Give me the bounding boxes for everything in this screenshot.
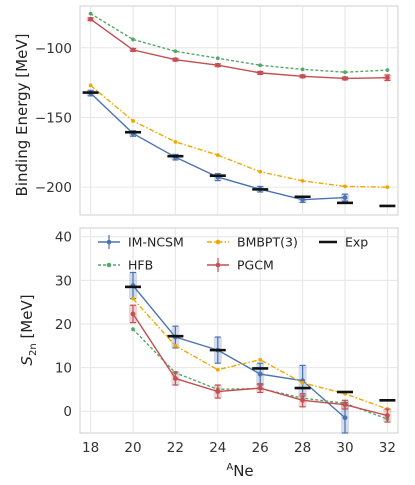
bottom-x-axis-label: ANe (226, 462, 253, 480)
pgcm-point (257, 70, 263, 76)
legend-hfb-label: HFB (128, 258, 153, 273)
top-y-ticks: −100 −150 −200 (35, 41, 72, 196)
bottom-y-axis-label: S2n [MeV] (18, 294, 39, 365)
legend-pgcm-marker (215, 262, 221, 268)
im-ncsm-point (342, 195, 348, 200)
top-series (82, 11, 396, 208)
pgcm-point (385, 75, 390, 81)
legend: IM-NCSM BMBPT(3) Exp HFB PGCM (98, 235, 368, 273)
hfb-point (215, 56, 220, 61)
bottom-x-tick-label: 28 (294, 440, 311, 456)
bmbpt-3-point (343, 184, 347, 189)
top-y-tick-label: −150 (35, 110, 72, 126)
hfb-point (258, 63, 263, 68)
binding-energy-panel: −100 −150 −200 Binding Energy [MeV] (13, 5, 399, 216)
bottom-y-tick-label: 40 (55, 230, 72, 246)
s2n-panel: 0 10 20 30 40 18 20 22 24 26 28 30 32 S2n [MeV] ANe… (18, 227, 399, 480)
bottom-y-tick-label: 0 (63, 404, 72, 420)
bottom-x-tick-label: 32 (379, 440, 396, 456)
bottom-x-tick-label: 24 (209, 440, 226, 456)
legend-hfb-marker (106, 262, 112, 268)
im-ncsm-point (342, 415, 348, 421)
bmbpt-3-point (131, 119, 135, 123)
bottom-y-tick-label: 10 (55, 361, 72, 377)
pgcm-point (257, 385, 263, 391)
pgcm-point (342, 402, 348, 408)
pgcm-point (88, 16, 93, 22)
bottom-x-ticks: 18 20 22 24 26 28 30 32 (82, 440, 396, 456)
bmbpt-3-point (258, 357, 263, 362)
hfb-point (131, 37, 135, 42)
legend-im-ncsm-marker (106, 239, 112, 245)
bottom-x-tick-label: 20 (124, 440, 141, 456)
legend-pgcm-label: PGCM (237, 258, 274, 273)
bmbpt-3-point (258, 169, 263, 174)
legend-im-ncsm-label: IM-NCSM (128, 235, 184, 250)
legend-exp-label: Exp (345, 235, 368, 250)
bmbpt-3-point (131, 296, 135, 301)
bmbpt-3-point (173, 139, 178, 144)
bottom-x-tick-label: 26 (252, 440, 269, 456)
hfb-point (88, 11, 93, 16)
pgcm-point (130, 311, 136, 317)
im-ncsm-point (300, 197, 305, 203)
bottom-y-tick-label: 20 (55, 317, 72, 333)
pgcm-point (130, 47, 136, 53)
hfb-point (131, 327, 135, 332)
bmbpt-3-point (300, 178, 305, 183)
pgcm-point (385, 413, 390, 418)
pgcm-point (215, 389, 221, 394)
hfb-point (385, 68, 390, 72)
hfb-point (173, 49, 178, 54)
hfb-point (343, 70, 347, 75)
bottom-x-tick-label: 22 (167, 440, 184, 456)
top-y-tick-label: −200 (35, 180, 72, 196)
top-y-axis-label: Binding Energy [MeV] (13, 34, 31, 197)
bmbpt-3-point (385, 185, 390, 190)
bmbpt-3-line (90, 84, 388, 188)
pgcm-point (300, 73, 305, 79)
bmbpt-3-point (215, 367, 220, 372)
bottom-x-tick-label: 18 (82, 440, 99, 456)
bottom-y-ticks: 0 10 20 30 40 (55, 230, 72, 420)
pgcm-point (173, 57, 178, 63)
pgcm-point (342, 76, 348, 81)
pgcm-line (90, 18, 388, 80)
im-ncsm-point (257, 371, 263, 377)
bmbpt-3-point (88, 83, 93, 88)
hfb-point (300, 67, 305, 72)
pgcm-point (173, 376, 178, 381)
bmbpt-3-point (173, 343, 178, 348)
pgcm-point (215, 62, 221, 68)
legend-bmbpt-3-marker (215, 239, 221, 245)
bmbpt-3-point (215, 153, 220, 157)
bottom-series (125, 271, 396, 434)
legend-bmbpt-3-label: BMBPT(3) (237, 235, 298, 250)
bmbpt-3-point (300, 380, 305, 385)
top-y-tick-label: −100 (35, 41, 72, 57)
hfb-line (90, 13, 388, 73)
bottom-x-tick-label: 30 (336, 440, 353, 456)
bottom-y-tick-label: 30 (55, 273, 72, 289)
pgcm-point (300, 397, 305, 403)
